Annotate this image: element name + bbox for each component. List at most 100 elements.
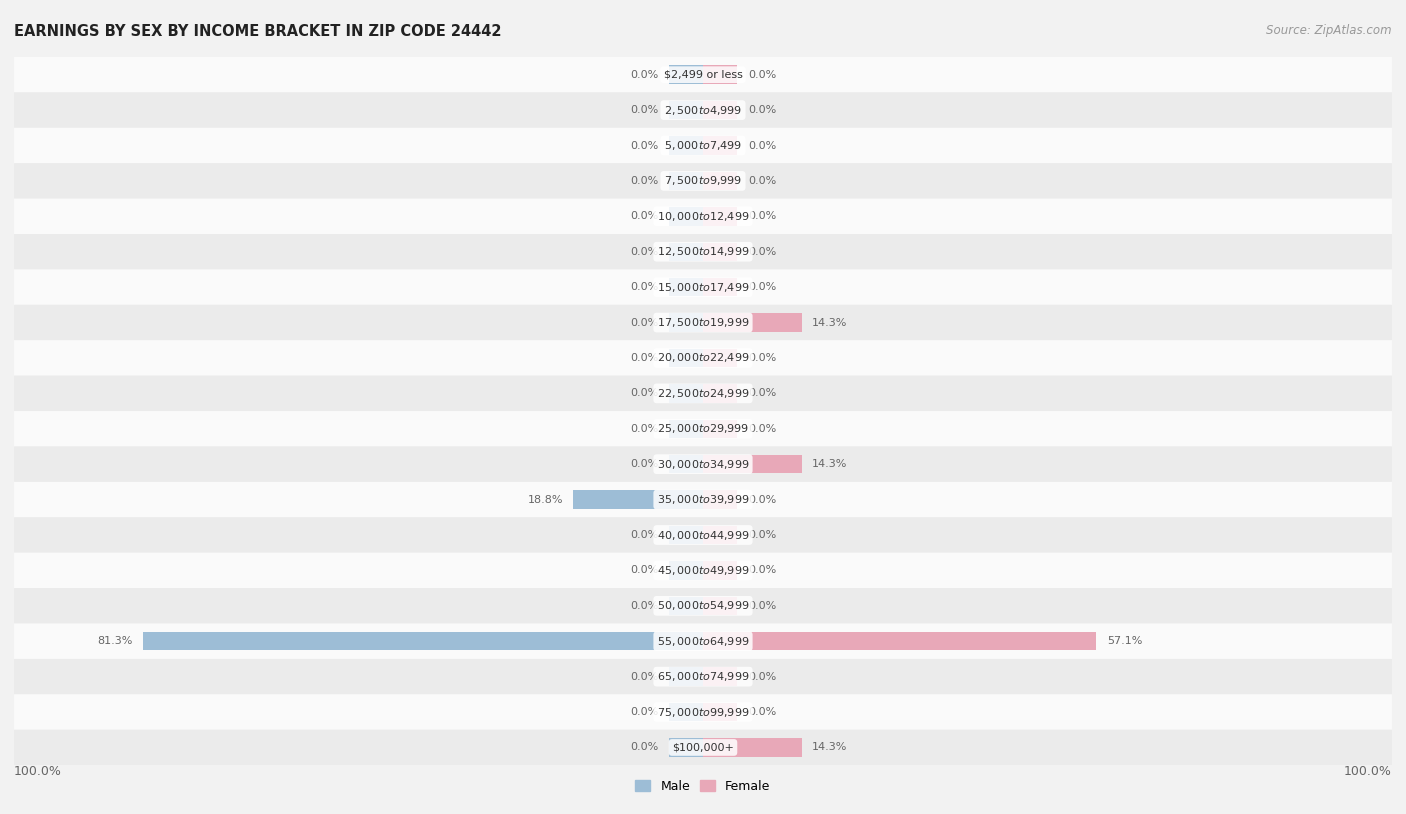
Text: 0.0%: 0.0% [630, 282, 658, 292]
Text: 0.0%: 0.0% [748, 353, 776, 363]
Bar [669, 702, 703, 721]
FancyBboxPatch shape [14, 694, 1392, 730]
FancyBboxPatch shape [14, 518, 1392, 553]
Text: 0.0%: 0.0% [630, 672, 658, 681]
Bar [669, 172, 703, 190]
Text: 0.0%: 0.0% [630, 566, 658, 575]
Text: 0.0%: 0.0% [630, 530, 658, 540]
Text: $40,000 to $44,999: $40,000 to $44,999 [657, 528, 749, 541]
Bar [703, 455, 801, 474]
Text: 0.0%: 0.0% [630, 424, 658, 434]
Bar [703, 738, 801, 757]
Text: 0.0%: 0.0% [630, 141, 658, 151]
Bar [669, 667, 703, 686]
FancyBboxPatch shape [14, 234, 1392, 269]
FancyBboxPatch shape [14, 588, 1392, 624]
Bar [669, 455, 703, 474]
Bar [669, 207, 703, 225]
Bar [669, 278, 703, 296]
Bar [703, 313, 801, 332]
Text: 0.0%: 0.0% [748, 530, 776, 540]
Text: 0.0%: 0.0% [748, 707, 776, 717]
Text: 0.0%: 0.0% [748, 566, 776, 575]
Bar [143, 632, 703, 650]
Bar [669, 419, 703, 438]
Text: 0.0%: 0.0% [630, 601, 658, 610]
Bar [703, 561, 738, 580]
FancyBboxPatch shape [14, 304, 1392, 340]
Text: $7,500 to $9,999: $7,500 to $9,999 [664, 174, 742, 187]
Text: $2,499 or less: $2,499 or less [664, 70, 742, 80]
Bar [703, 136, 738, 155]
Text: $45,000 to $49,999: $45,000 to $49,999 [657, 564, 749, 577]
Text: 0.0%: 0.0% [630, 70, 658, 80]
FancyBboxPatch shape [14, 482, 1392, 518]
Text: 0.0%: 0.0% [748, 388, 776, 398]
Bar [703, 172, 738, 190]
Text: 100.0%: 100.0% [1344, 765, 1392, 778]
FancyBboxPatch shape [14, 92, 1392, 128]
Text: $12,500 to $14,999: $12,500 to $14,999 [657, 245, 749, 258]
Text: $10,000 to $12,499: $10,000 to $12,499 [657, 210, 749, 223]
Text: EARNINGS BY SEX BY INCOME BRACKET IN ZIP CODE 24442: EARNINGS BY SEX BY INCOME BRACKET IN ZIP… [14, 24, 502, 39]
Bar [703, 526, 738, 545]
Text: 0.0%: 0.0% [630, 105, 658, 115]
Text: 0.0%: 0.0% [748, 672, 776, 681]
FancyBboxPatch shape [14, 446, 1392, 482]
Bar [669, 384, 703, 403]
Text: 0.0%: 0.0% [748, 176, 776, 186]
Text: 0.0%: 0.0% [748, 424, 776, 434]
Bar [703, 490, 738, 509]
Bar [669, 738, 703, 757]
Text: 100.0%: 100.0% [14, 765, 62, 778]
Text: $20,000 to $22,499: $20,000 to $22,499 [657, 352, 749, 365]
Text: 14.3%: 14.3% [811, 317, 848, 327]
Bar [669, 561, 703, 580]
Bar [703, 65, 738, 84]
Bar [703, 667, 738, 686]
FancyBboxPatch shape [14, 269, 1392, 304]
Text: $5,000 to $7,499: $5,000 to $7,499 [664, 139, 742, 152]
Bar [703, 207, 738, 225]
FancyBboxPatch shape [14, 199, 1392, 234]
FancyBboxPatch shape [14, 624, 1392, 659]
Text: 0.0%: 0.0% [748, 282, 776, 292]
Text: $55,000 to $64,999: $55,000 to $64,999 [657, 635, 749, 648]
Bar [669, 348, 703, 367]
Text: $35,000 to $39,999: $35,000 to $39,999 [657, 493, 749, 506]
Text: 0.0%: 0.0% [630, 212, 658, 221]
Bar [669, 597, 703, 615]
Text: $25,000 to $29,999: $25,000 to $29,999 [657, 422, 749, 435]
FancyBboxPatch shape [14, 659, 1392, 694]
Text: $2,500 to $4,999: $2,500 to $4,999 [664, 103, 742, 116]
Text: 0.0%: 0.0% [630, 317, 658, 327]
Bar [703, 348, 738, 367]
Text: 14.3%: 14.3% [811, 459, 848, 469]
Bar [703, 702, 738, 721]
Text: 0.0%: 0.0% [630, 353, 658, 363]
FancyBboxPatch shape [14, 553, 1392, 588]
Text: $100,000+: $100,000+ [672, 742, 734, 752]
Bar [669, 65, 703, 84]
Bar [669, 313, 703, 332]
Bar [669, 526, 703, 545]
FancyBboxPatch shape [14, 340, 1392, 375]
FancyBboxPatch shape [14, 57, 1392, 92]
Text: $30,000 to $34,999: $30,000 to $34,999 [657, 457, 749, 470]
FancyBboxPatch shape [14, 730, 1392, 765]
Text: Source: ZipAtlas.com: Source: ZipAtlas.com [1267, 24, 1392, 37]
Bar [669, 243, 703, 261]
Bar [669, 136, 703, 155]
Text: 14.3%: 14.3% [811, 742, 848, 752]
Bar [703, 597, 738, 615]
Text: 0.0%: 0.0% [748, 247, 776, 256]
Text: $15,000 to $17,499: $15,000 to $17,499 [657, 281, 749, 294]
Text: 0.0%: 0.0% [748, 105, 776, 115]
FancyBboxPatch shape [14, 375, 1392, 411]
Bar [703, 419, 738, 438]
Text: 0.0%: 0.0% [748, 70, 776, 80]
Text: $17,500 to $19,999: $17,500 to $19,999 [657, 316, 749, 329]
Text: 57.1%: 57.1% [1107, 637, 1142, 646]
Text: 18.8%: 18.8% [527, 495, 564, 505]
Text: $65,000 to $74,999: $65,000 to $74,999 [657, 670, 749, 683]
